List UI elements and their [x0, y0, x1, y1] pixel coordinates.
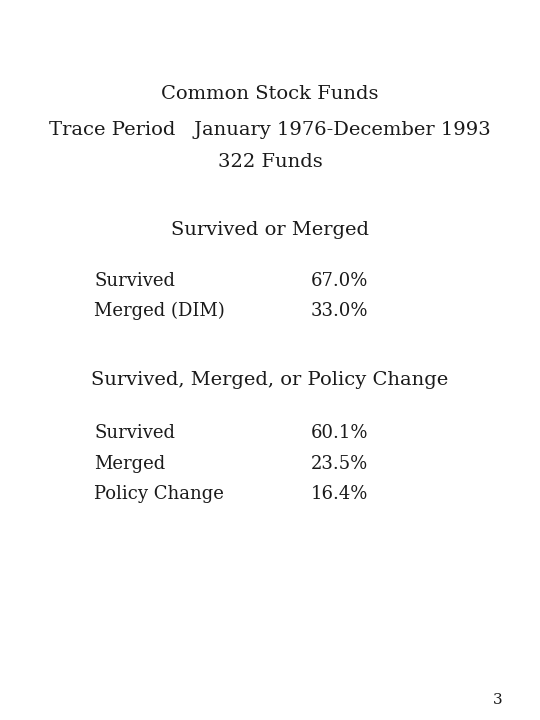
Text: Policy Change: Policy Change [94, 485, 225, 503]
Text: Survived, Merged, or Policy Change: Survived, Merged, or Policy Change [91, 372, 449, 389]
Text: 322 Funds: 322 Funds [218, 153, 322, 171]
Text: Survived: Survived [94, 424, 176, 442]
Text: 16.4%: 16.4% [310, 485, 368, 503]
Text: Merged (DIM): Merged (DIM) [94, 302, 225, 320]
Text: 67.0%: 67.0% [310, 271, 368, 289]
Text: 33.0%: 33.0% [310, 302, 368, 320]
Text: 60.1%: 60.1% [310, 424, 368, 442]
Text: Common Stock Funds: Common Stock Funds [161, 85, 379, 102]
Text: Trace Period   January 1976-December 1993: Trace Period January 1976-December 1993 [49, 120, 491, 138]
Text: Survived or Merged: Survived or Merged [171, 222, 369, 239]
Text: 3: 3 [492, 693, 502, 707]
Text: Survived: Survived [94, 271, 176, 289]
Text: Merged: Merged [94, 455, 166, 472]
Text: 23.5%: 23.5% [310, 455, 368, 472]
